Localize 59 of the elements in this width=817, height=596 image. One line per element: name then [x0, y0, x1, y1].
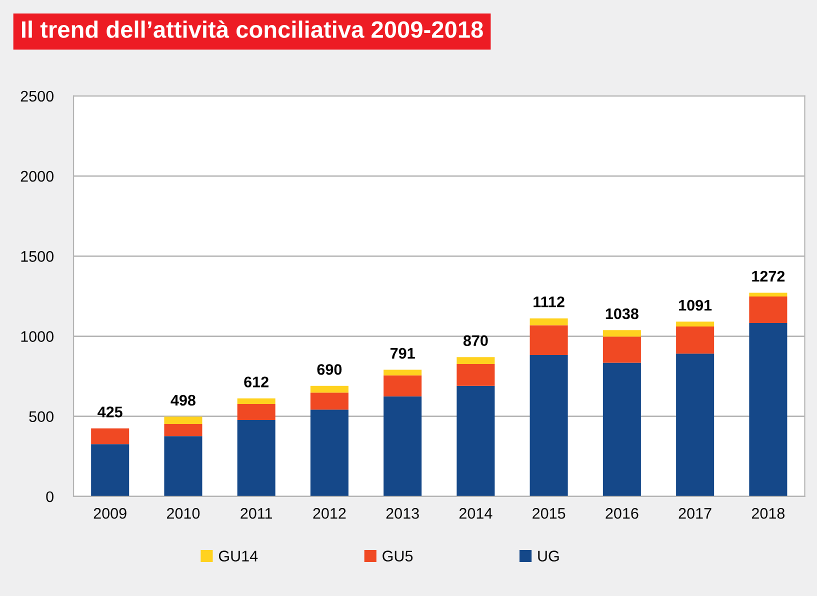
bar	[456, 386, 495, 496]
legend-label: GU5	[382, 550, 413, 562]
bar	[456, 364, 495, 386]
bar	[91, 444, 130, 496]
bar	[237, 398, 276, 404]
bar	[530, 318, 568, 326]
bar	[676, 354, 714, 496]
x-tick-label: 2017	[678, 508, 712, 519]
total-label: 612	[244, 376, 268, 388]
bar	[602, 336, 641, 363]
total-label: 425	[98, 406, 122, 418]
x-tick-label: 2010	[166, 508, 200, 519]
total-label: 1272	[752, 270, 785, 282]
total-label: 1112	[534, 296, 564, 308]
x-tick-label: 2009	[94, 508, 126, 519]
bar	[237, 420, 276, 496]
bar	[749, 322, 788, 496]
x-tick-label: 2016	[606, 508, 638, 519]
y-tick-label: 1500	[21, 251, 54, 262]
bar	[749, 296, 788, 323]
total-label: 498	[170, 394, 196, 406]
bar	[91, 428, 130, 444]
bar	[310, 392, 348, 410]
total-label: 690	[317, 364, 342, 375]
x-tick-label: 2011	[240, 508, 272, 519]
bar	[164, 436, 202, 496]
x-tick-label: 2018	[752, 508, 785, 519]
y-tick-label: 2000	[20, 170, 54, 182]
bar	[530, 325, 568, 356]
bar	[749, 292, 788, 297]
total-label: 1091	[679, 300, 712, 311]
x-tick-label: 2015	[532, 508, 566, 519]
bar	[456, 357, 495, 364]
y-tick-label: 0	[46, 491, 54, 502]
bar	[310, 386, 348, 393]
bar	[384, 370, 422, 376]
y-tick-label: 2500	[20, 90, 54, 102]
y-tick-label: 500	[29, 411, 54, 422]
bar	[384, 396, 422, 496]
total-label: 791	[390, 348, 415, 359]
bar	[237, 404, 276, 420]
chart-title: Il trend dell’attività conciliativa 2009-2018	[22, 20, 483, 38]
total-label: 870	[463, 335, 488, 346]
bar	[676, 326, 714, 354]
x-tick-label: 2013	[386, 508, 419, 519]
total-label: 1038	[606, 308, 638, 320]
legend-label: GU14	[218, 550, 258, 562]
x-tick-label: 2012	[313, 508, 346, 519]
bar	[602, 362, 641, 496]
bar	[384, 375, 422, 396]
x-tick-label: 2014	[459, 508, 492, 519]
legend-label: UG	[538, 550, 559, 562]
bar	[530, 355, 568, 496]
bar	[164, 424, 202, 436]
bar	[310, 410, 348, 496]
bar	[602, 330, 641, 337]
y-tick-label: 1000	[21, 331, 54, 342]
bar	[676, 322, 714, 326]
bar	[164, 416, 202, 424]
